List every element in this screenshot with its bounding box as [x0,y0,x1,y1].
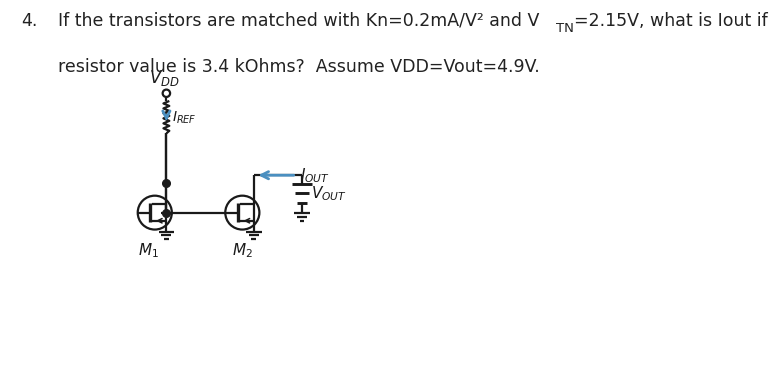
Text: $I_{REF}$: $I_{REF}$ [172,110,196,126]
Text: $I_{OUT}$: $I_{OUT}$ [300,166,329,185]
Text: $M_2$: $M_2$ [232,241,253,260]
Text: $V_{DD}$: $V_{DD}$ [149,68,180,88]
Text: If the transistors are matched with Kn=0.2mA/V² and V: If the transistors are matched with Kn=0… [58,12,540,30]
Text: 4.: 4. [22,12,38,30]
Text: $M_1$: $M_1$ [138,241,159,260]
Text: =2.15V, what is Iout if the: =2.15V, what is Iout if the [574,12,773,30]
Text: $V_{OUT}$: $V_{OUT}$ [312,184,347,203]
Text: TN: TN [556,22,574,35]
Text: resistor value is 3.4 kOhms?  Assume VDD=Vout=4.9V.: resistor value is 3.4 kOhms? Assume VDD=… [58,58,540,76]
